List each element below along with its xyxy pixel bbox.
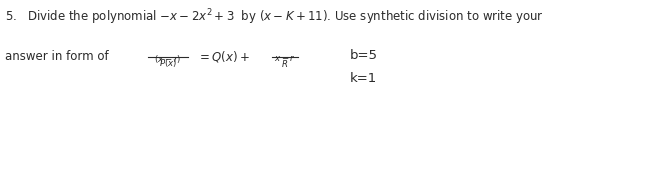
Text: 5.   Divide the polynomial $-x - 2x^2 + 3$  by $(x - K + 11)$. Use synthetic div: 5. Divide the polynomial $-x - 2x^2 + 3$… — [5, 7, 544, 27]
Text: answer in form of: answer in form of — [5, 50, 109, 64]
Text: $= Q(x) +$: $= Q(x) +$ — [197, 50, 250, 64]
Text: k=1: k=1 — [350, 72, 377, 85]
Text: $P(x)$: $P(x)$ — [159, 57, 177, 69]
Text: $R$: $R$ — [282, 58, 289, 69]
Text: $(x-r)$: $(x-r)$ — [155, 53, 181, 65]
Text: $x-r$: $x-r$ — [274, 53, 296, 63]
Text: b=5: b=5 — [350, 49, 378, 62]
